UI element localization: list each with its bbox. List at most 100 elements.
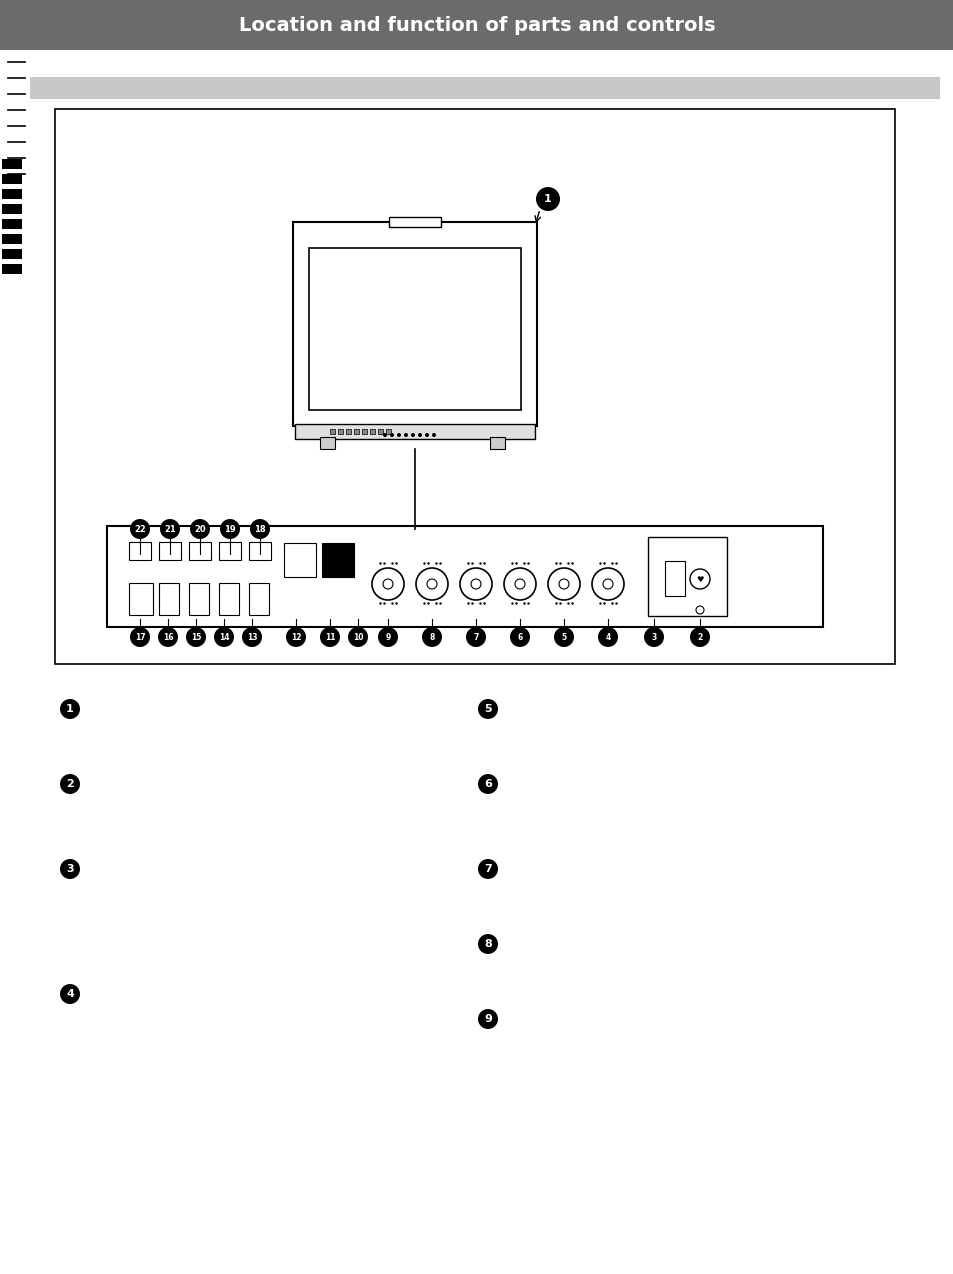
Text: 16: 16 [163,632,173,642]
Circle shape [250,519,270,539]
Bar [377,429,382,434]
Circle shape [130,627,150,647]
Circle shape [60,984,80,1004]
Circle shape [377,627,397,647]
Circle shape [186,627,206,647]
Circle shape [477,859,497,879]
Text: 3: 3 [651,632,656,642]
FancyBboxPatch shape [129,541,151,561]
Bar [2,234,22,245]
Circle shape [60,775,80,794]
Circle shape [477,775,497,794]
Circle shape [242,627,262,647]
Text: 9: 9 [385,632,390,642]
Text: 1: 1 [66,705,73,713]
Text: 14: 14 [218,632,229,642]
Circle shape [416,568,448,600]
Text: 9: 9 [483,1014,492,1024]
FancyBboxPatch shape [129,583,152,615]
Bar [370,429,375,434]
Text: 20: 20 [194,525,206,534]
Circle shape [213,627,233,647]
Text: 3: 3 [66,864,73,874]
Text: Location and function of parts and controls: Location and function of parts and contr… [238,15,715,34]
Text: 15: 15 [191,632,201,642]
Circle shape [459,568,492,600]
Circle shape [602,578,613,589]
Circle shape [396,433,400,437]
Text: 22: 22 [134,525,146,534]
Circle shape [390,433,394,437]
Bar [2,264,22,274]
Bar [2,248,22,259]
Bar [330,429,335,434]
Circle shape [424,433,429,437]
Circle shape [689,569,709,589]
Circle shape [220,519,240,539]
Circle shape [130,519,150,539]
Bar [2,159,22,169]
Bar [664,561,684,596]
Bar [490,437,504,448]
FancyBboxPatch shape [219,541,241,561]
Text: 17: 17 [134,632,145,642]
Bar [55,110,894,664]
Bar [346,429,351,434]
Bar [386,429,391,434]
FancyBboxPatch shape [647,538,726,617]
Text: 5: 5 [561,632,566,642]
Text: 7: 7 [473,632,478,642]
Text: 12: 12 [291,632,301,642]
Text: 6: 6 [483,778,492,789]
FancyBboxPatch shape [309,248,520,410]
Circle shape [382,433,387,437]
Circle shape [465,627,485,647]
Circle shape [471,578,480,589]
FancyBboxPatch shape [293,222,537,426]
Text: 2: 2 [697,632,702,642]
Circle shape [643,627,663,647]
Circle shape [348,627,368,647]
FancyBboxPatch shape [189,583,209,615]
Bar [2,175,22,183]
Text: 21: 21 [164,525,175,534]
Bar [337,429,343,434]
Bar [0,0,953,50]
Text: 19: 19 [224,525,235,534]
Bar [2,189,22,199]
Circle shape [689,627,709,647]
FancyBboxPatch shape [249,583,269,615]
FancyBboxPatch shape [322,543,354,577]
Circle shape [411,433,415,437]
Text: 6: 6 [517,632,522,642]
Circle shape [158,627,178,647]
Bar [30,76,939,99]
Text: 4: 4 [66,989,74,999]
Circle shape [190,519,210,539]
FancyBboxPatch shape [389,217,440,227]
Circle shape [503,568,536,600]
Text: 2: 2 [66,778,73,789]
Circle shape [592,568,623,600]
Text: 13: 13 [247,632,257,642]
Circle shape [60,859,80,879]
Circle shape [382,578,393,589]
Circle shape [372,568,403,600]
Circle shape [432,433,436,437]
Circle shape [554,627,574,647]
Circle shape [477,1009,497,1029]
Text: 4: 4 [605,632,610,642]
Circle shape [477,699,497,719]
Circle shape [403,433,408,437]
Text: 10: 10 [353,632,363,642]
Bar [354,429,358,434]
Text: 1: 1 [543,194,551,204]
Text: 8: 8 [429,632,435,642]
Circle shape [536,187,559,211]
Bar [294,424,535,440]
Text: 5: 5 [484,705,492,713]
Circle shape [417,433,421,437]
Text: 8: 8 [483,939,492,949]
FancyBboxPatch shape [284,543,315,577]
FancyBboxPatch shape [107,526,822,627]
